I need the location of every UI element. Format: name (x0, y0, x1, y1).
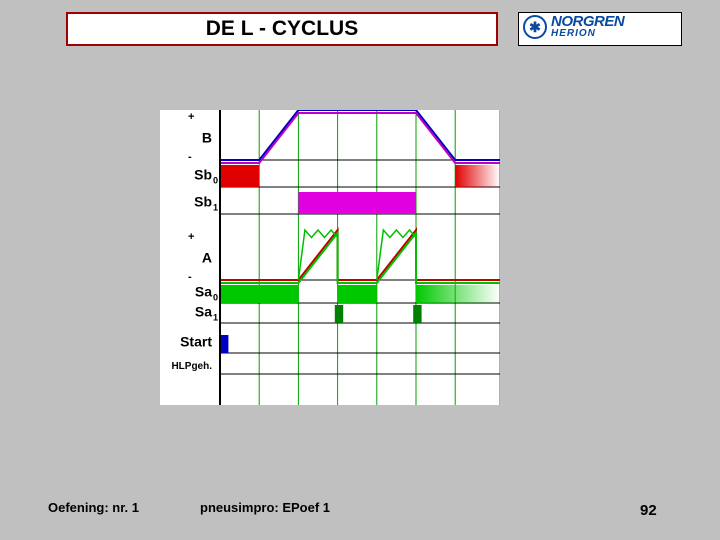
page-number: 92 (640, 502, 657, 519)
row-label-A: A (202, 250, 212, 266)
svg-text:+: + (188, 231, 194, 243)
row-label-Start: Start (180, 334, 212, 350)
logo-mark-icon: ✱ (523, 15, 547, 39)
row-label-Sa0: Sa (195, 284, 212, 300)
row-label-Sa1: Sa (195, 304, 212, 320)
row-label-HLPgeh: HLPgeh. (171, 361, 212, 372)
svg-text:1: 1 (213, 312, 218, 322)
logo-text: NORGREN HERION (551, 15, 624, 38)
row-label-B: B (202, 130, 212, 146)
svg-text:-: - (188, 151, 192, 163)
title-text: DE L - CYCLUS (206, 17, 358, 40)
logo-line1: NORGREN (551, 15, 624, 29)
svg-text:-: - (188, 271, 192, 283)
timing-chart: B+-Sb0Sb1A+-Sa0Sa1StartHLPgeh. (160, 110, 500, 405)
chart-svg: B+-Sb0Sb1A+-Sa0Sa1StartHLPgeh. (160, 110, 500, 405)
svg-text:1: 1 (213, 203, 218, 213)
title-box: DE L - CYCLUS (66, 12, 498, 46)
svg-text:0: 0 (213, 292, 218, 302)
svg-text:0: 0 (213, 176, 218, 186)
footer-program: pneusimpro: EPoef 1 (200, 500, 330, 515)
svg-text:+: + (188, 111, 194, 123)
row-label-Sb0: Sb (194, 166, 212, 182)
brand-logo: ✱ NORGREN HERION (518, 12, 682, 46)
row-label-Sb1: Sb (194, 193, 212, 209)
footer-exercise: Oefening: nr. 1 (48, 500, 139, 515)
